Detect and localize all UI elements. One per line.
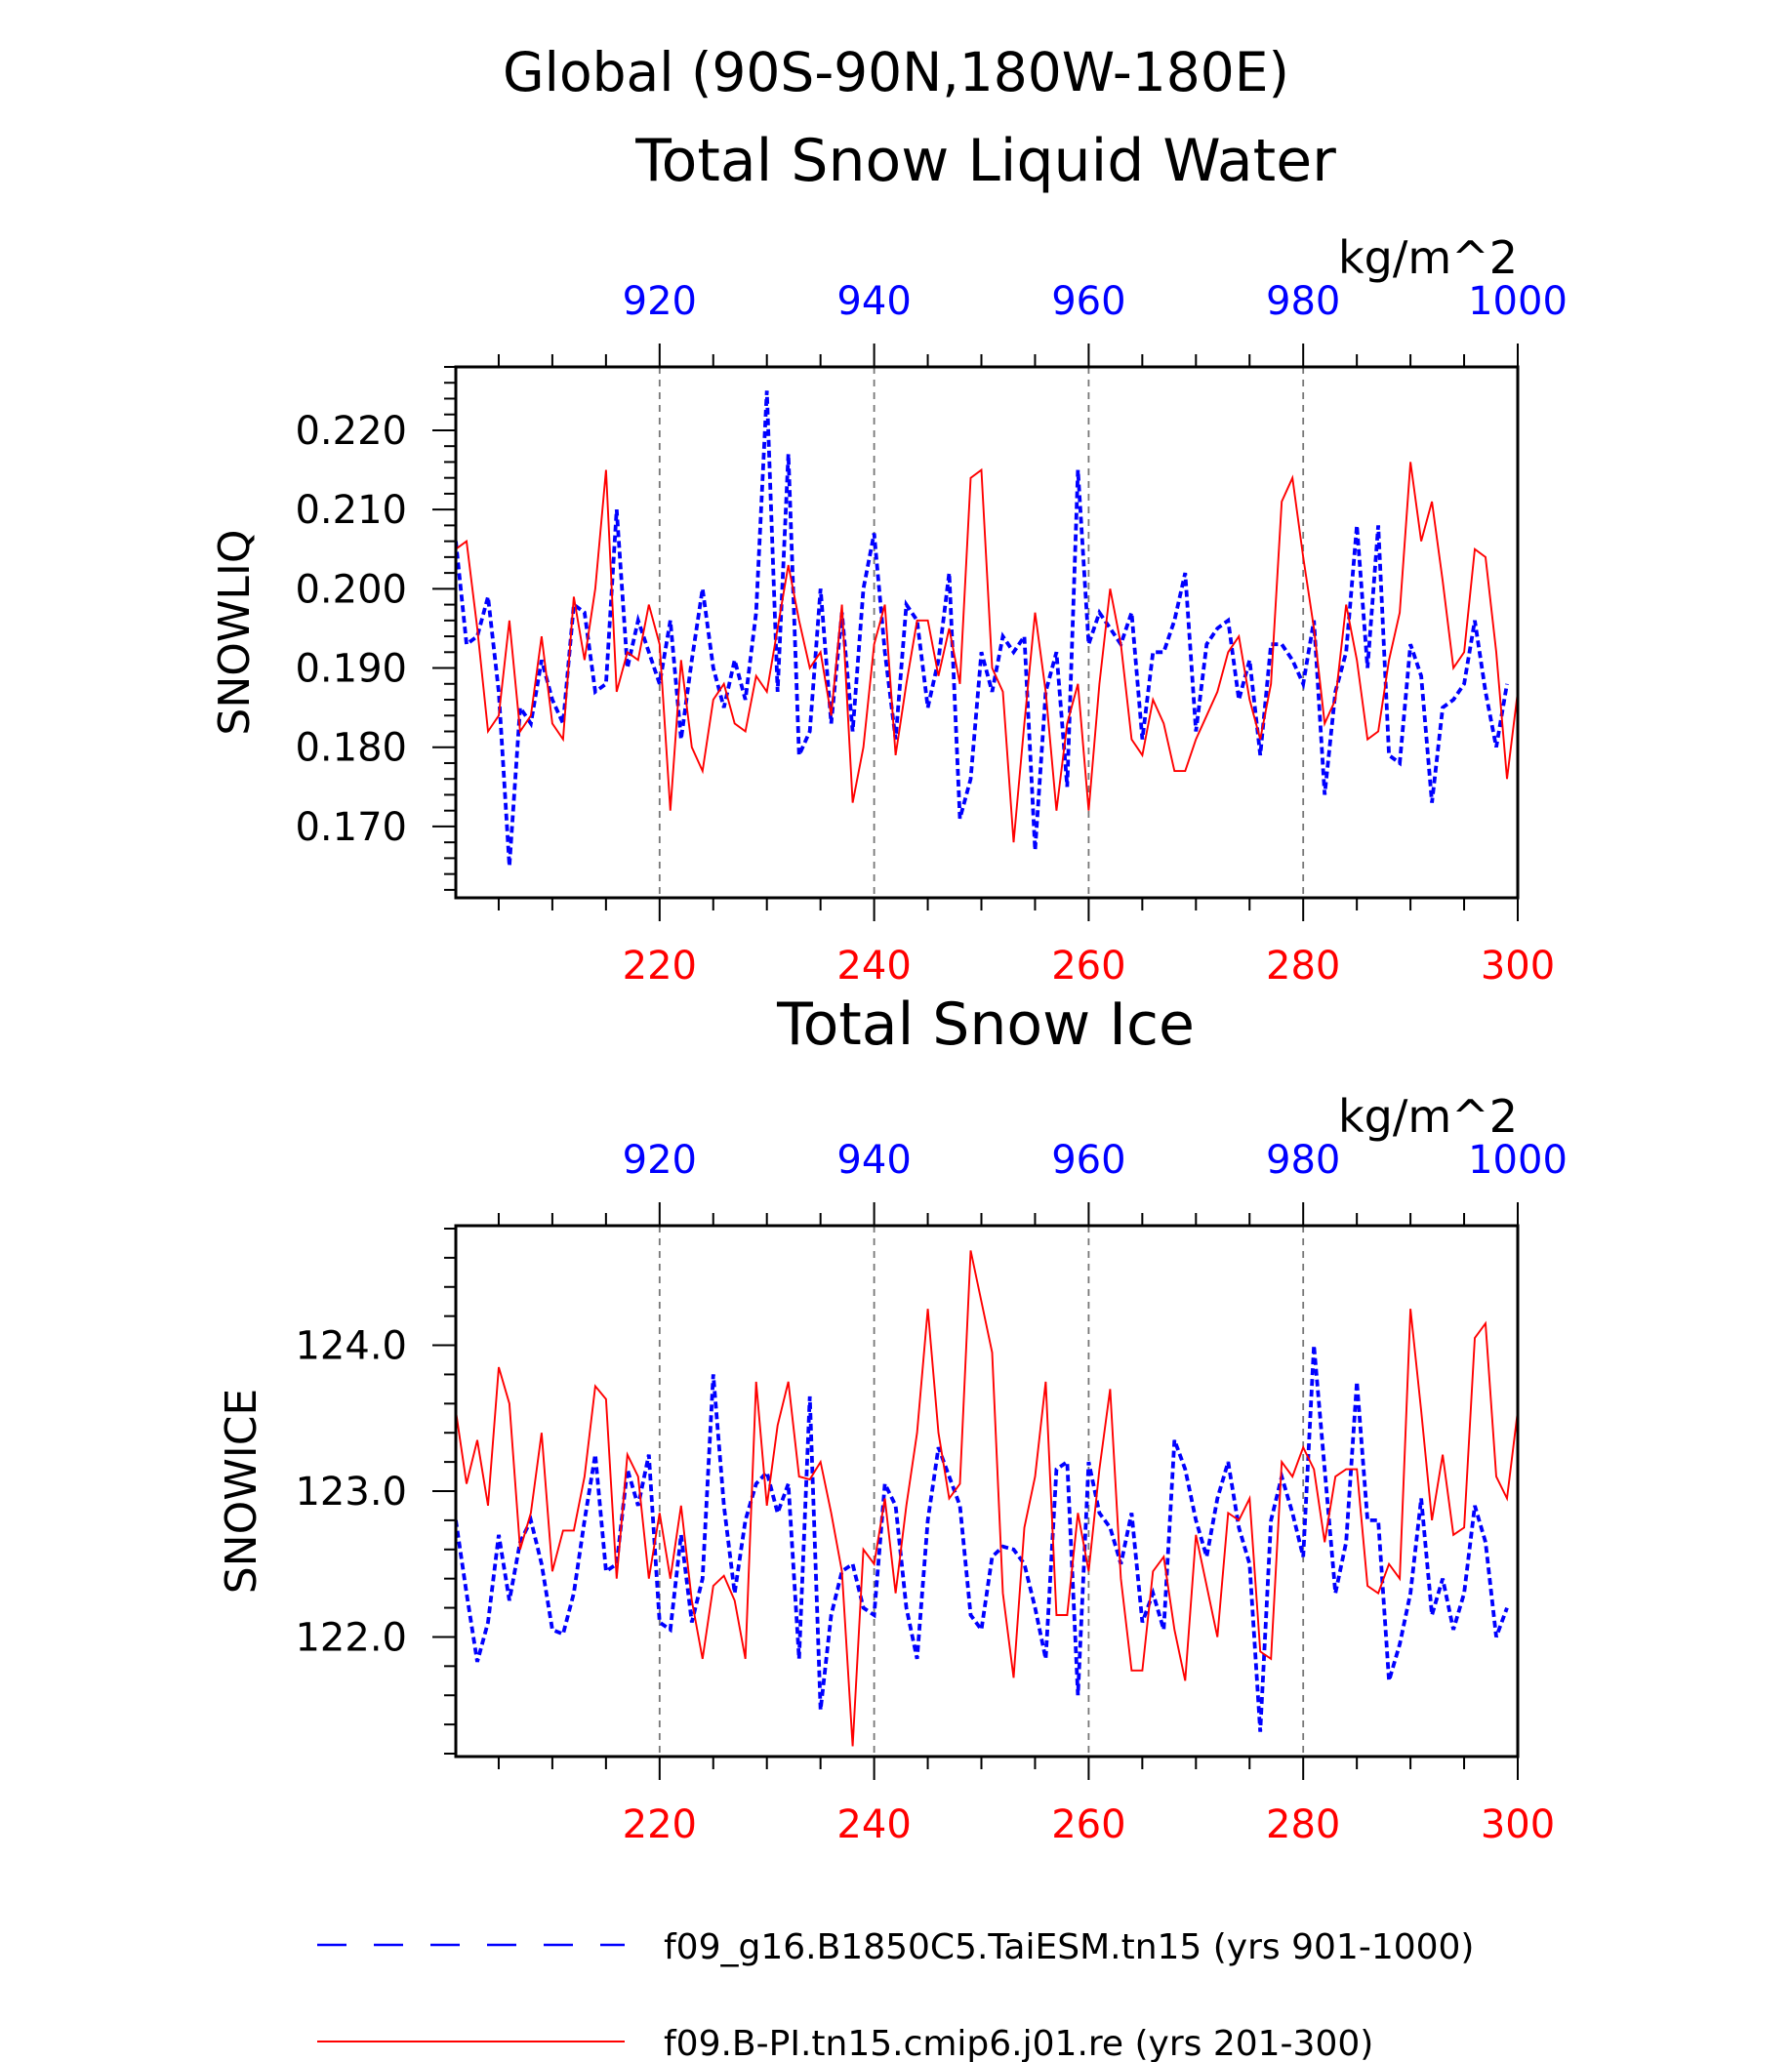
region-title: Global (90S-90N,180W-180E) xyxy=(503,41,1289,103)
top-tick-label: 920 xyxy=(623,279,697,324)
bottom-tick-label: 240 xyxy=(836,1802,911,1847)
chart-title: Total Snow Ice xyxy=(776,991,1195,1059)
bottom-tick-label: 220 xyxy=(623,944,697,989)
chart-title: Total Snow Liquid Water xyxy=(634,127,1336,195)
bottom-tick-label: 300 xyxy=(1481,1802,1555,1847)
top-tick-label: 980 xyxy=(1266,279,1340,324)
y-tick-label: 0.210 xyxy=(295,488,407,533)
y-tick-label: 123.0 xyxy=(295,1470,407,1515)
y-axis-label: SNOWLIQ xyxy=(210,529,260,735)
y-tick-label: 124.0 xyxy=(295,1324,407,1369)
top-tick-label: 940 xyxy=(836,279,911,324)
series-line-red xyxy=(456,1250,1518,1747)
legend-label: f09.B-PI.tn15.cmip6.j01.re (yrs 201-300) xyxy=(664,2024,1373,2062)
units-label: kg/m^2 xyxy=(1338,231,1518,284)
legend-item: f09_g16.B1850C5.TaiESM.tn15 (yrs 901-100… xyxy=(317,1927,1474,1967)
bottom-tick-label: 300 xyxy=(1481,944,1555,989)
top-tick-label: 960 xyxy=(1051,279,1125,324)
bottom-tick-label: 280 xyxy=(1266,1802,1340,1847)
y-tick-label: 0.220 xyxy=(295,409,407,454)
series-line-blue xyxy=(456,1345,1509,1732)
legend: f09_g16.B1850C5.TaiESM.tn15 (yrs 901-100… xyxy=(317,1927,1474,2062)
series-line-red xyxy=(456,462,1518,843)
bottom-tick-label: 280 xyxy=(1266,944,1340,989)
top-tick-label: 980 xyxy=(1266,1138,1340,1183)
y-tick-label: 0.170 xyxy=(295,805,407,850)
bottom-tick-label: 260 xyxy=(1051,944,1125,989)
chart-panel: Total Snow Ice kg/m^2 920 940 960 980 1000 220 2… xyxy=(217,991,1568,1847)
top-tick-label: 1000 xyxy=(1468,1138,1568,1183)
bottom-tick-label: 240 xyxy=(836,944,911,989)
legend-item: f09.B-PI.tn15.cmip6.j01.re (yrs 201-300) xyxy=(317,2024,1373,2062)
legend-label: f09_g16.B1850C5.TaiESM.tn15 (yrs 901-100… xyxy=(664,1927,1474,1967)
top-tick-label: 920 xyxy=(623,1138,697,1183)
units-label: kg/m^2 xyxy=(1338,1090,1518,1143)
y-tick-label: 0.180 xyxy=(295,726,407,771)
top-tick-label: 940 xyxy=(836,1138,911,1183)
y-tick-label: 0.190 xyxy=(295,647,407,692)
series-line-blue xyxy=(456,390,1509,867)
y-tick-label: 122.0 xyxy=(295,1615,407,1660)
bottom-tick-label: 260 xyxy=(1051,1802,1125,1847)
y-axis-label: SNOWICE xyxy=(217,1389,266,1594)
bottom-tick-label: 220 xyxy=(623,1802,697,1847)
top-tick-label: 1000 xyxy=(1468,279,1568,324)
top-tick-label: 960 xyxy=(1051,1138,1125,1183)
plot-frame xyxy=(454,365,1520,900)
y-tick-label: 0.200 xyxy=(295,567,407,612)
